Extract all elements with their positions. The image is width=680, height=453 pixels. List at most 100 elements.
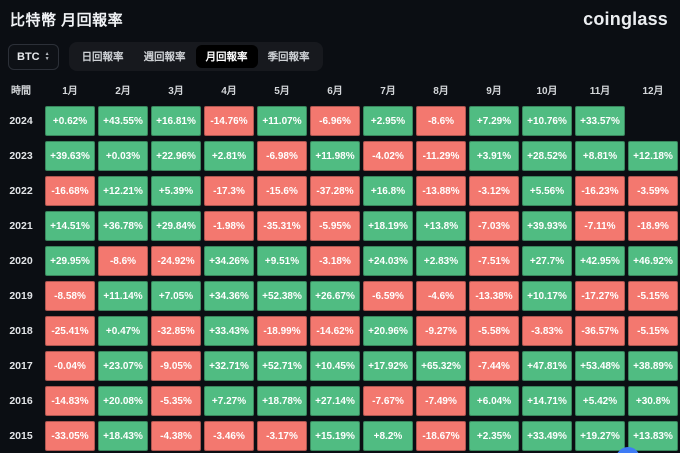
return-cell: +18.43% (98, 421, 148, 451)
table-row: 2020 +29.95% -8.6% -24.92% +34.26% +9.51% -3.1… (0, 246, 680, 276)
return-cell: +2.81% (204, 141, 254, 171)
return-cell: +26.67% (310, 281, 360, 311)
coin-selector[interactable]: BTC ▲ ▼ (8, 43, 59, 70)
return-cell: +10.76% (522, 106, 572, 136)
return-cell: -8.6% (98, 246, 148, 276)
chat-widget-button[interactable] (616, 447, 640, 453)
time-column-header: 時間 (11, 86, 31, 97)
return-cell: +3.91% (469, 141, 519, 171)
tab-0[interactable]: 日回報率 (81, 51, 124, 63)
return-cell: -1.98% (204, 211, 254, 241)
return-cell: +10.17% (522, 281, 572, 311)
page-title: 比特幣 月回報率 (10, 12, 124, 29)
return-cell: -25.41% (45, 316, 95, 346)
return-cell: -5.15% (628, 316, 678, 346)
return-cell: +6.04% (469, 386, 519, 416)
return-cell: -37.28% (310, 176, 360, 206)
top-bar: 比特幣 月回報率 coinglass (0, 0, 680, 30)
month-column-header: 4月 (221, 86, 237, 97)
year-label: 2019 (9, 290, 33, 302)
return-cell: -9.27% (416, 316, 466, 346)
return-cell: +28.52% (522, 141, 572, 171)
return-cell: -17.3% (204, 176, 254, 206)
return-cell: +34.26% (204, 246, 254, 276)
return-cell: +53.48% (575, 351, 625, 381)
table-row: 2017 -0.04% +23.07% -9.05% +32.71% +52.71% +10… (0, 351, 680, 381)
return-cell: +13.8% (416, 211, 466, 241)
return-cell: +27.7% (522, 246, 572, 276)
return-cell: +7.27% (204, 386, 254, 416)
return-cell: -7.49% (416, 386, 466, 416)
return-cell: +11.14% (98, 281, 148, 311)
return-cell: +43.55% (98, 106, 148, 136)
return-cell: +18.78% (257, 386, 307, 416)
return-cell: -3.17% (257, 421, 307, 451)
return-cell: +47.81% (522, 351, 572, 381)
return-cell: -7.44% (469, 351, 519, 381)
return-cell: -4.02% (363, 141, 413, 171)
month-column-header: 2月 (115, 86, 131, 97)
return-cell: +18.19% (363, 211, 413, 241)
returns-table-body: 2024 +0.62% +43.55% +16.81% -14.76% +11.07% -6… (0, 106, 680, 451)
return-cell: +19.27% (575, 421, 625, 451)
year-label: 2020 (9, 255, 33, 267)
return-cell: +36.78% (98, 211, 148, 241)
return-cell: -7.11% (575, 211, 625, 241)
return-cell: +52.38% (257, 281, 307, 311)
return-cell: -18.99% (257, 316, 307, 346)
month-column-header: 10月 (536, 86, 558, 97)
return-cell: -5.95% (310, 211, 360, 241)
return-cell: +34.36% (204, 281, 254, 311)
month-column-header: 1月 (62, 86, 78, 97)
table-row: 2021 +14.51% +36.78% +29.84% -1.98% -35.31% -5… (0, 211, 680, 241)
return-cell: +5.39% (151, 176, 201, 206)
updown-sorter-icon: ▲ ▼ (44, 51, 50, 62)
return-cell: -14.76% (204, 106, 254, 136)
return-cell: -6.59% (363, 281, 413, 311)
return-cell: -3.83% (522, 316, 572, 346)
return-cell: -11.29% (416, 141, 466, 171)
return-cell: -5.58% (469, 316, 519, 346)
return-cell: +32.71% (204, 351, 254, 381)
table-header-row: 時間 1月 2月 3月 4月 5月 6月 7月 8月 9月 10月 11月 12月 (0, 82, 680, 97)
return-cell: +38.89% (628, 351, 678, 381)
coin-selector-value: BTC (17, 50, 40, 63)
return-cell: +5.56% (522, 176, 572, 206)
return-cell: +22.96% (151, 141, 201, 171)
tab-1[interactable]: 週回報率 (143, 51, 186, 63)
return-cell: +42.95% (575, 246, 625, 276)
return-cell: -33.05% (45, 421, 95, 451)
return-cell: +0.62% (45, 106, 95, 136)
tab-3[interactable]: 季回報率 (267, 51, 310, 63)
year-label: 2021 (9, 220, 33, 232)
return-cell: -16.23% (575, 176, 625, 206)
month-column-header: 5月 (274, 86, 290, 97)
return-cell: +5.42% (575, 386, 625, 416)
return-cell: +11.98% (310, 141, 360, 171)
return-cell: +24.03% (363, 246, 413, 276)
return-cell: -36.57% (575, 316, 625, 346)
return-cell: +20.08% (98, 386, 148, 416)
return-cell: +30.8% (628, 386, 678, 416)
returns-table: 時間 1月 2月 3月 4月 5月 6月 7月 8月 9月 10月 11月 12月 2024 +0.62… (0, 82, 680, 451)
year-label: 2024 (9, 115, 33, 127)
return-cell: -7.67% (363, 386, 413, 416)
return-cell: -6.98% (257, 141, 307, 171)
return-cell: +12.18% (628, 141, 678, 171)
return-cell: +7.29% (469, 106, 519, 136)
year-label: 2022 (9, 185, 33, 197)
return-cell: -0.04% (45, 351, 95, 381)
tab-2-selected[interactable]: 月回報率 (195, 45, 258, 68)
return-cell: -16.68% (45, 176, 95, 206)
return-cell: -14.62% (310, 316, 360, 346)
return-cell: +33.43% (204, 316, 254, 346)
table-row: 2019 -8.58% +11.14% +7.05% +34.36% +52.38% +26… (0, 281, 680, 311)
return-cell: +27.14% (310, 386, 360, 416)
coinglass-logo: coinglass (583, 9, 668, 29)
return-cell: +2.83% (416, 246, 466, 276)
return-cell: -4.38% (151, 421, 201, 451)
return-cell: +8.2% (363, 421, 413, 451)
year-label: 2016 (9, 395, 33, 407)
return-cell: -8.6% (416, 106, 466, 136)
return-cell: -24.92% (151, 246, 201, 276)
